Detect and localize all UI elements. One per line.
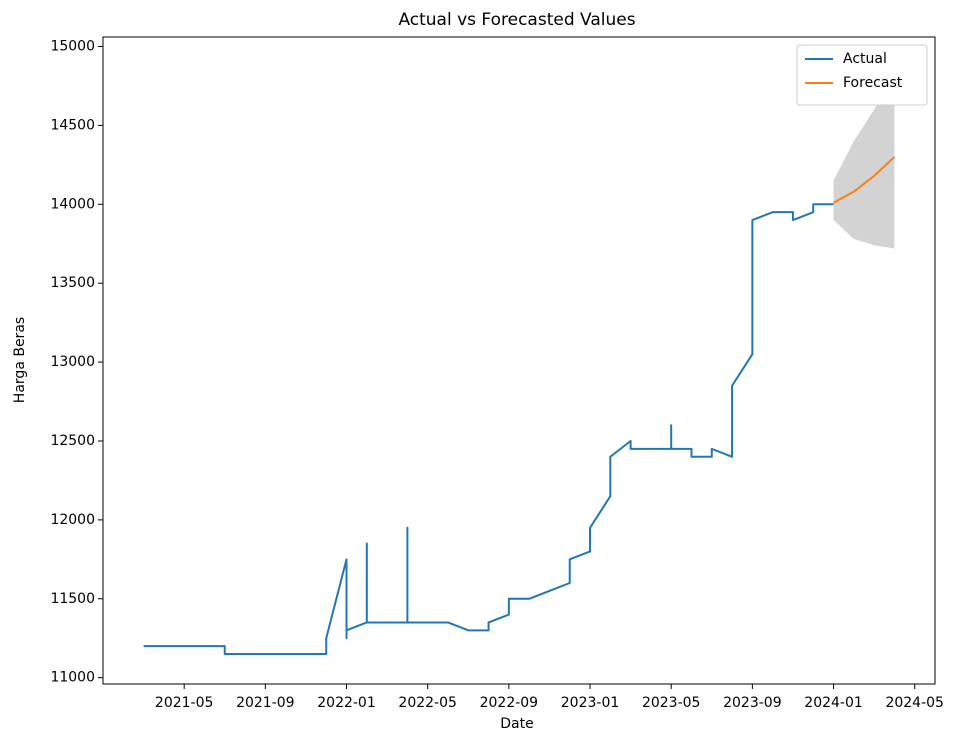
y-tick-label: 11500 xyxy=(50,591,95,607)
x-tick-label: 2023-09 xyxy=(723,695,782,711)
confidence-band xyxy=(833,78,895,249)
y-tick-label: 13000 xyxy=(50,354,95,370)
legend-label: Actual xyxy=(843,51,887,67)
y-tick-label: 14000 xyxy=(50,196,95,212)
legend-label: Forecast xyxy=(843,75,903,91)
line-series xyxy=(143,203,834,656)
x-tick-label: 2022-05 xyxy=(398,695,457,711)
x-tick-label: 2024-01 xyxy=(804,695,863,711)
x-tick-label: 2023-01 xyxy=(561,695,620,711)
y-tick-label: 13500 xyxy=(50,275,95,291)
x-tick-label: 2021-09 xyxy=(236,695,295,711)
y-tick-label: 12500 xyxy=(50,433,95,449)
x-tick-label: 2022-01 xyxy=(317,695,376,711)
y-axis-label: Harga Beras xyxy=(12,317,28,403)
x-axis-label: Date xyxy=(500,716,533,732)
y-tick-label: 12000 xyxy=(50,512,95,528)
y-tick-label: 14500 xyxy=(50,117,95,133)
x-tick-label: 2021-05 xyxy=(155,695,214,711)
x-tick-label: 2022-09 xyxy=(480,695,539,711)
y-tick-label: 11000 xyxy=(50,670,95,686)
x-tick-label: 2023-05 xyxy=(642,695,701,711)
y-tick-label: 15000 xyxy=(50,38,95,54)
plot-frame xyxy=(102,36,936,685)
x-tick-label: 2024-05 xyxy=(885,695,944,711)
chart-title: Actual vs Forecasted Values xyxy=(398,10,635,30)
line-series xyxy=(833,156,896,204)
